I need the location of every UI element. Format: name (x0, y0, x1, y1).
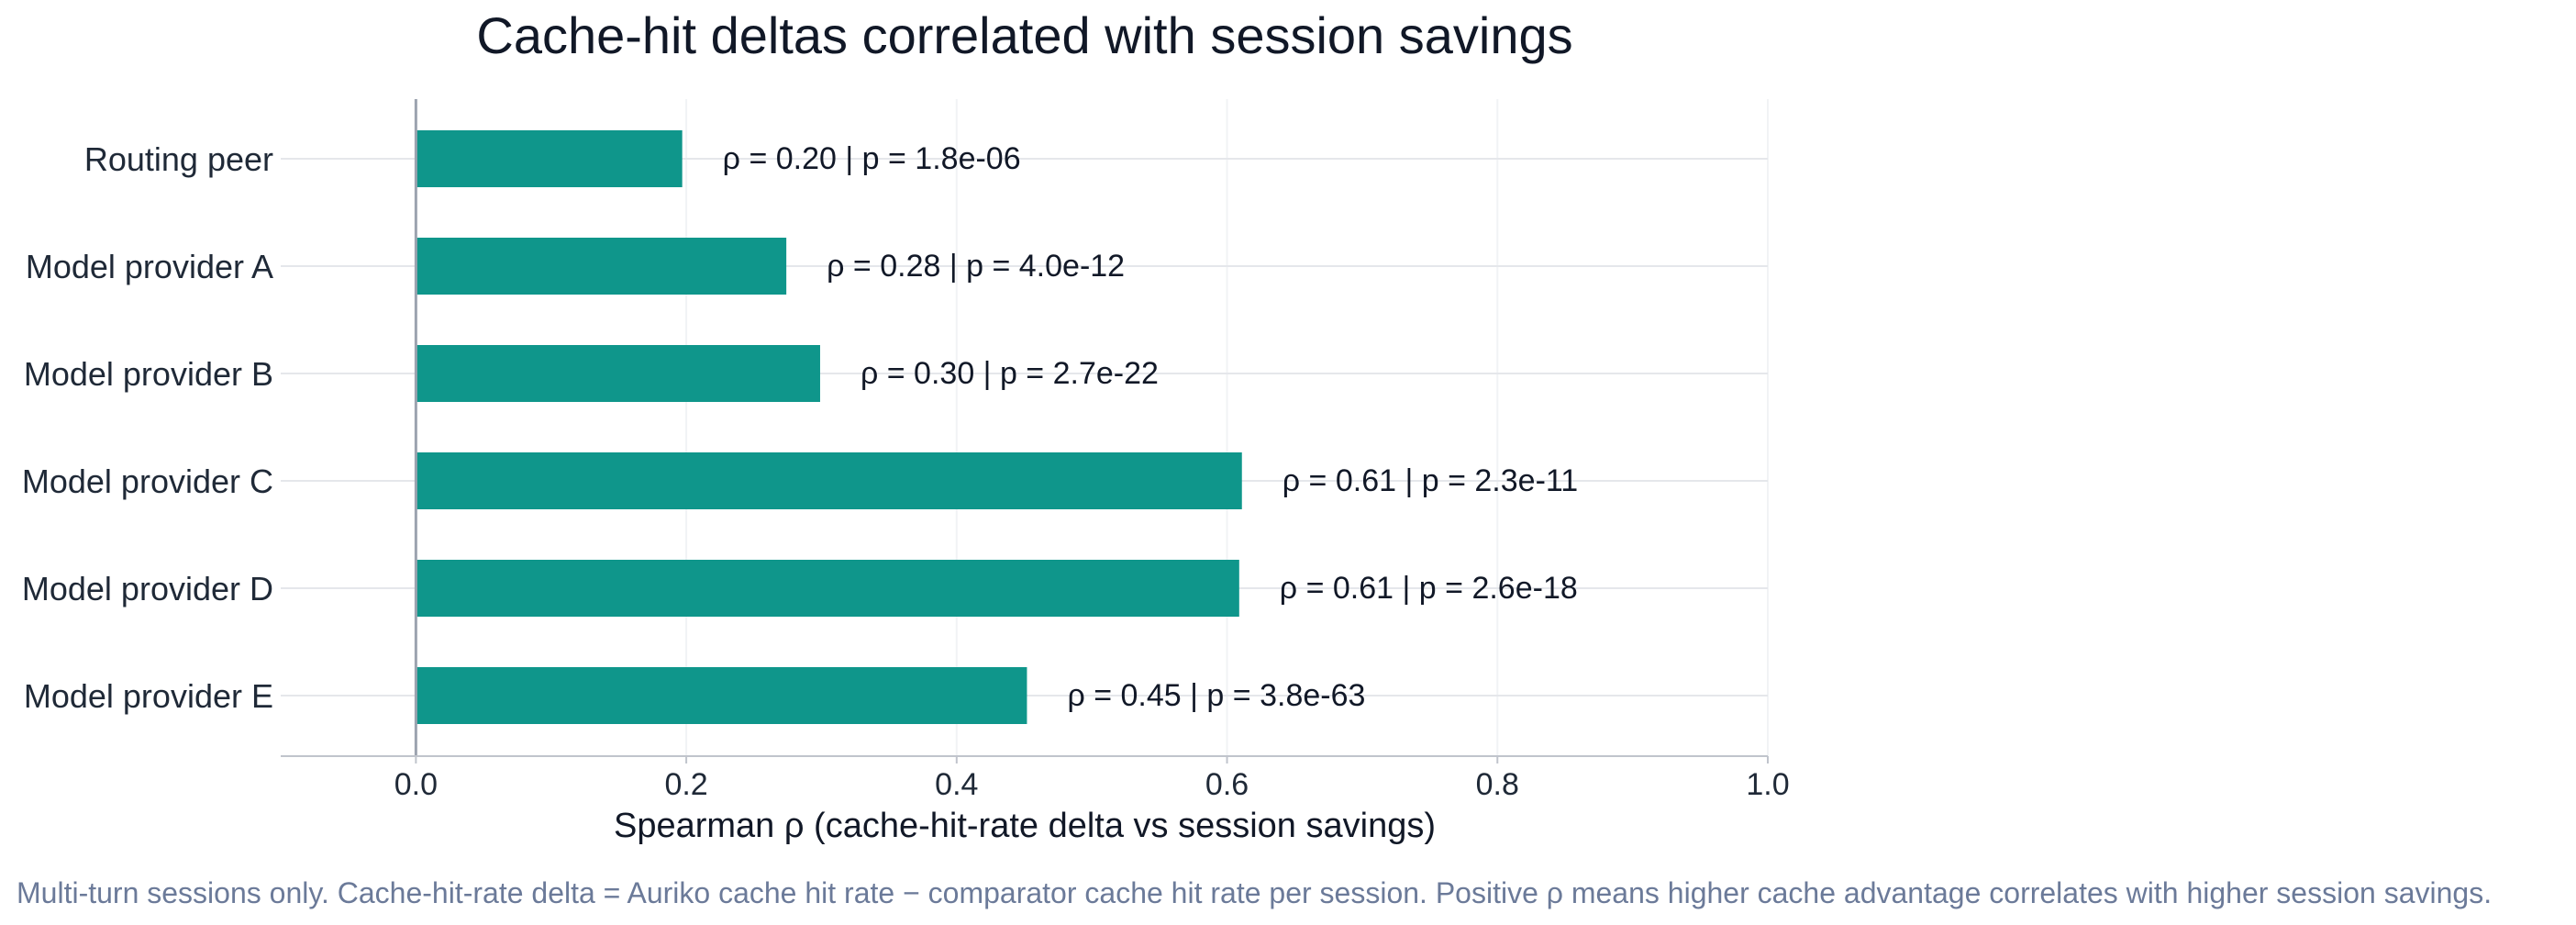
category-label: Model provider B (24, 355, 273, 393)
bars-layer (416, 130, 1242, 724)
bar-data-label: ρ = 0.20 | p = 1.8e-06 (723, 141, 1021, 176)
x-tick-label: 0.6 (1205, 767, 1249, 802)
category-label: Routing peer (84, 140, 273, 178)
bar (416, 667, 1027, 724)
bar (416, 452, 1242, 509)
x-tick-label: 1.0 (1746, 767, 1789, 802)
x-axis-label: Spearman ρ (cache-hit-rate delta vs sess… (614, 807, 1436, 845)
bar-data-label: ρ = 0.45 | p = 3.8e-63 (1067, 678, 1365, 713)
x-tick-label: 0.8 (1476, 767, 1519, 802)
x-tick-label: 0.4 (935, 767, 978, 802)
bar (416, 130, 683, 187)
bar-data-label: ρ = 0.61 | p = 2.6e-18 (1280, 571, 1578, 606)
category-label: Model provider C (22, 462, 273, 500)
grid-layer (281, 99, 1769, 756)
category-label: Model provider A (26, 248, 273, 285)
bar-data-label: ρ = 0.30 | p = 2.7e-22 (861, 356, 1159, 391)
x-tick-label: 0.0 (394, 767, 438, 802)
chart-title: Cache-hit deltas correlated with session… (476, 6, 1572, 64)
bar (416, 238, 787, 295)
x-tick-label: 0.2 (664, 767, 707, 802)
bar (416, 560, 1239, 617)
bar-data-label: ρ = 0.61 | p = 2.3e-11 (1282, 463, 1578, 498)
bar (416, 345, 820, 402)
category-label: Model provider D (22, 570, 273, 607)
footnote: Multi-turn sessions only. Cache-hit-rate… (17, 876, 2492, 909)
axis-layer: 0.0 0.2 0.4 0.6 0.8 1.0 (281, 99, 1790, 802)
labels-layer: ρ = 0.20 | p = 1.8e-06 ρ = 0.28 | p = 4.0… (22, 140, 1578, 715)
bar-data-label: ρ = 0.28 | p = 4.0e-12 (827, 249, 1125, 284)
category-label: Model provider E (24, 677, 273, 715)
